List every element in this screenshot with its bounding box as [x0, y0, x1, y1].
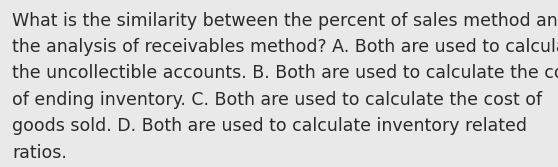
Text: What is the similarity between the percent of sales method and: What is the similarity between the perce…	[12, 12, 558, 30]
Text: goods sold. D. Both are used to calculate inventory related: goods sold. D. Both are used to calculat…	[12, 117, 527, 135]
Text: of ending inventory. C. Both are used to calculate the cost of: of ending inventory. C. Both are used to…	[12, 91, 542, 109]
Text: the uncollectible accounts. B. Both are used to calculate the cost: the uncollectible accounts. B. Both are …	[12, 64, 558, 82]
Text: ratios.: ratios.	[12, 144, 67, 162]
Text: the analysis of receivables method? A. Both are used to calculate: the analysis of receivables method? A. B…	[12, 38, 558, 56]
